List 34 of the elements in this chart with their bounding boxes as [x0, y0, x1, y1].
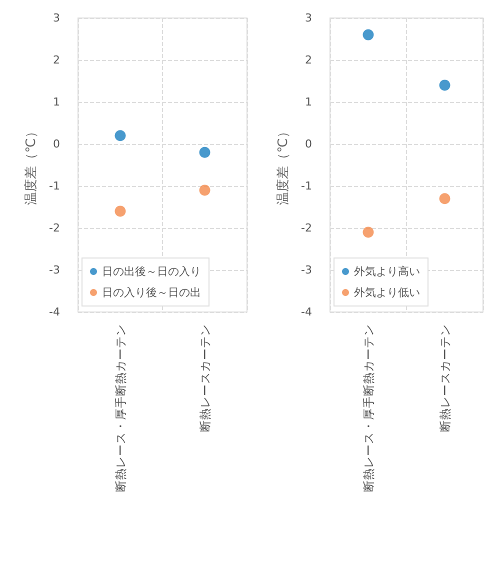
legend-label: 外気より低い — [354, 286, 420, 299]
y-tick-label: 1 — [305, 96, 312, 108]
x-tick-label: 断熱レース・厚手断熱カーテン — [361, 324, 376, 492]
y-tick-label: -3 — [301, 264, 312, 276]
y-axis-title: 温度差（℃） — [23, 125, 40, 205]
point — [114, 206, 126, 217]
legend-label: 日の入り後～日の出 — [102, 286, 201, 299]
y-tick-label: 3 — [53, 12, 60, 24]
y-tick-label: 1 — [53, 96, 60, 108]
y-tick-label: 2 — [53, 54, 60, 66]
y-tick-label: -3 — [49, 264, 60, 276]
point — [362, 29, 374, 40]
x-tick-label: 断熱レースカーテン — [438, 324, 452, 432]
y-tick-label: -4 — [301, 306, 312, 318]
y-tick-label: -2 — [301, 222, 312, 234]
y-tick-label: -2 — [49, 222, 60, 234]
y-tick-label: 0 — [305, 138, 312, 150]
y-tick-label: -1 — [301, 180, 312, 192]
legend-label: 外気より高い — [354, 265, 420, 278]
y-tick-label: -4 — [49, 306, 60, 318]
point — [199, 184, 210, 196]
point — [439, 80, 450, 91]
point — [199, 146, 210, 158]
x-tick-label: 断熱レースカーテン — [198, 324, 212, 432]
y-tick-label: -1 — [49, 180, 60, 192]
y-tick-label: 0 — [53, 138, 60, 150]
point — [439, 193, 450, 204]
legend-label: 日の出後～日の入り — [102, 265, 201, 278]
x-tick-label: 断熱レース・厚手断熱カーテン — [113, 324, 128, 492]
y-tick-label: 3 — [305, 12, 312, 24]
point — [114, 130, 126, 142]
y-axis-title: 温度差（℃） — [275, 125, 292, 205]
point — [362, 226, 374, 238]
y-tick-label: 2 — [305, 54, 312, 66]
